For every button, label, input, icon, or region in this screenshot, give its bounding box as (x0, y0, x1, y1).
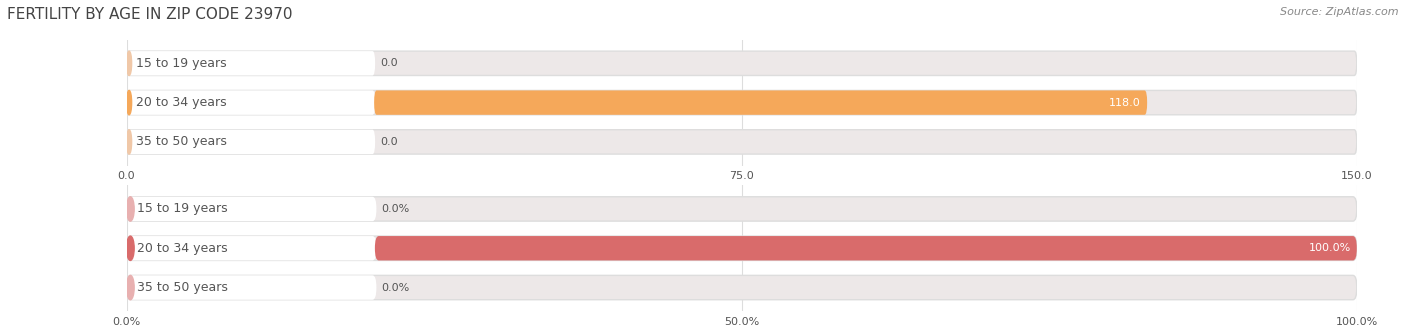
FancyBboxPatch shape (127, 236, 1357, 260)
FancyBboxPatch shape (127, 197, 377, 221)
Text: 35 to 50 years: 35 to 50 years (136, 135, 226, 148)
Text: 15 to 19 years: 15 to 19 years (138, 203, 228, 215)
Circle shape (127, 275, 134, 300)
FancyBboxPatch shape (374, 90, 1147, 115)
FancyBboxPatch shape (127, 275, 377, 300)
Text: 15 to 19 years: 15 to 19 years (136, 57, 226, 70)
FancyBboxPatch shape (127, 51, 1357, 75)
FancyBboxPatch shape (127, 275, 1357, 300)
Text: 100.0%: 100.0% (1309, 243, 1351, 253)
Text: FERTILITY BY AGE IN ZIP CODE 23970: FERTILITY BY AGE IN ZIP CODE 23970 (7, 7, 292, 22)
FancyBboxPatch shape (127, 90, 375, 115)
FancyBboxPatch shape (127, 197, 1357, 221)
Text: 0.0: 0.0 (380, 137, 398, 147)
Text: 20 to 34 years: 20 to 34 years (138, 242, 228, 255)
FancyBboxPatch shape (127, 90, 1357, 115)
FancyBboxPatch shape (127, 51, 375, 75)
Text: 35 to 50 years: 35 to 50 years (138, 281, 228, 294)
FancyBboxPatch shape (127, 236, 377, 260)
Text: Source: ZipAtlas.com: Source: ZipAtlas.com (1281, 7, 1399, 17)
Circle shape (127, 197, 134, 221)
Text: 0.0%: 0.0% (381, 283, 409, 293)
Circle shape (127, 130, 132, 154)
Text: 0.0: 0.0 (380, 58, 398, 68)
Text: 0.0%: 0.0% (381, 204, 409, 214)
FancyBboxPatch shape (127, 130, 375, 154)
Text: 118.0: 118.0 (1109, 98, 1142, 108)
FancyBboxPatch shape (375, 236, 1357, 260)
FancyBboxPatch shape (127, 130, 1357, 154)
Circle shape (127, 51, 132, 75)
Text: 20 to 34 years: 20 to 34 years (136, 96, 226, 109)
Circle shape (127, 236, 134, 260)
Circle shape (127, 90, 132, 115)
